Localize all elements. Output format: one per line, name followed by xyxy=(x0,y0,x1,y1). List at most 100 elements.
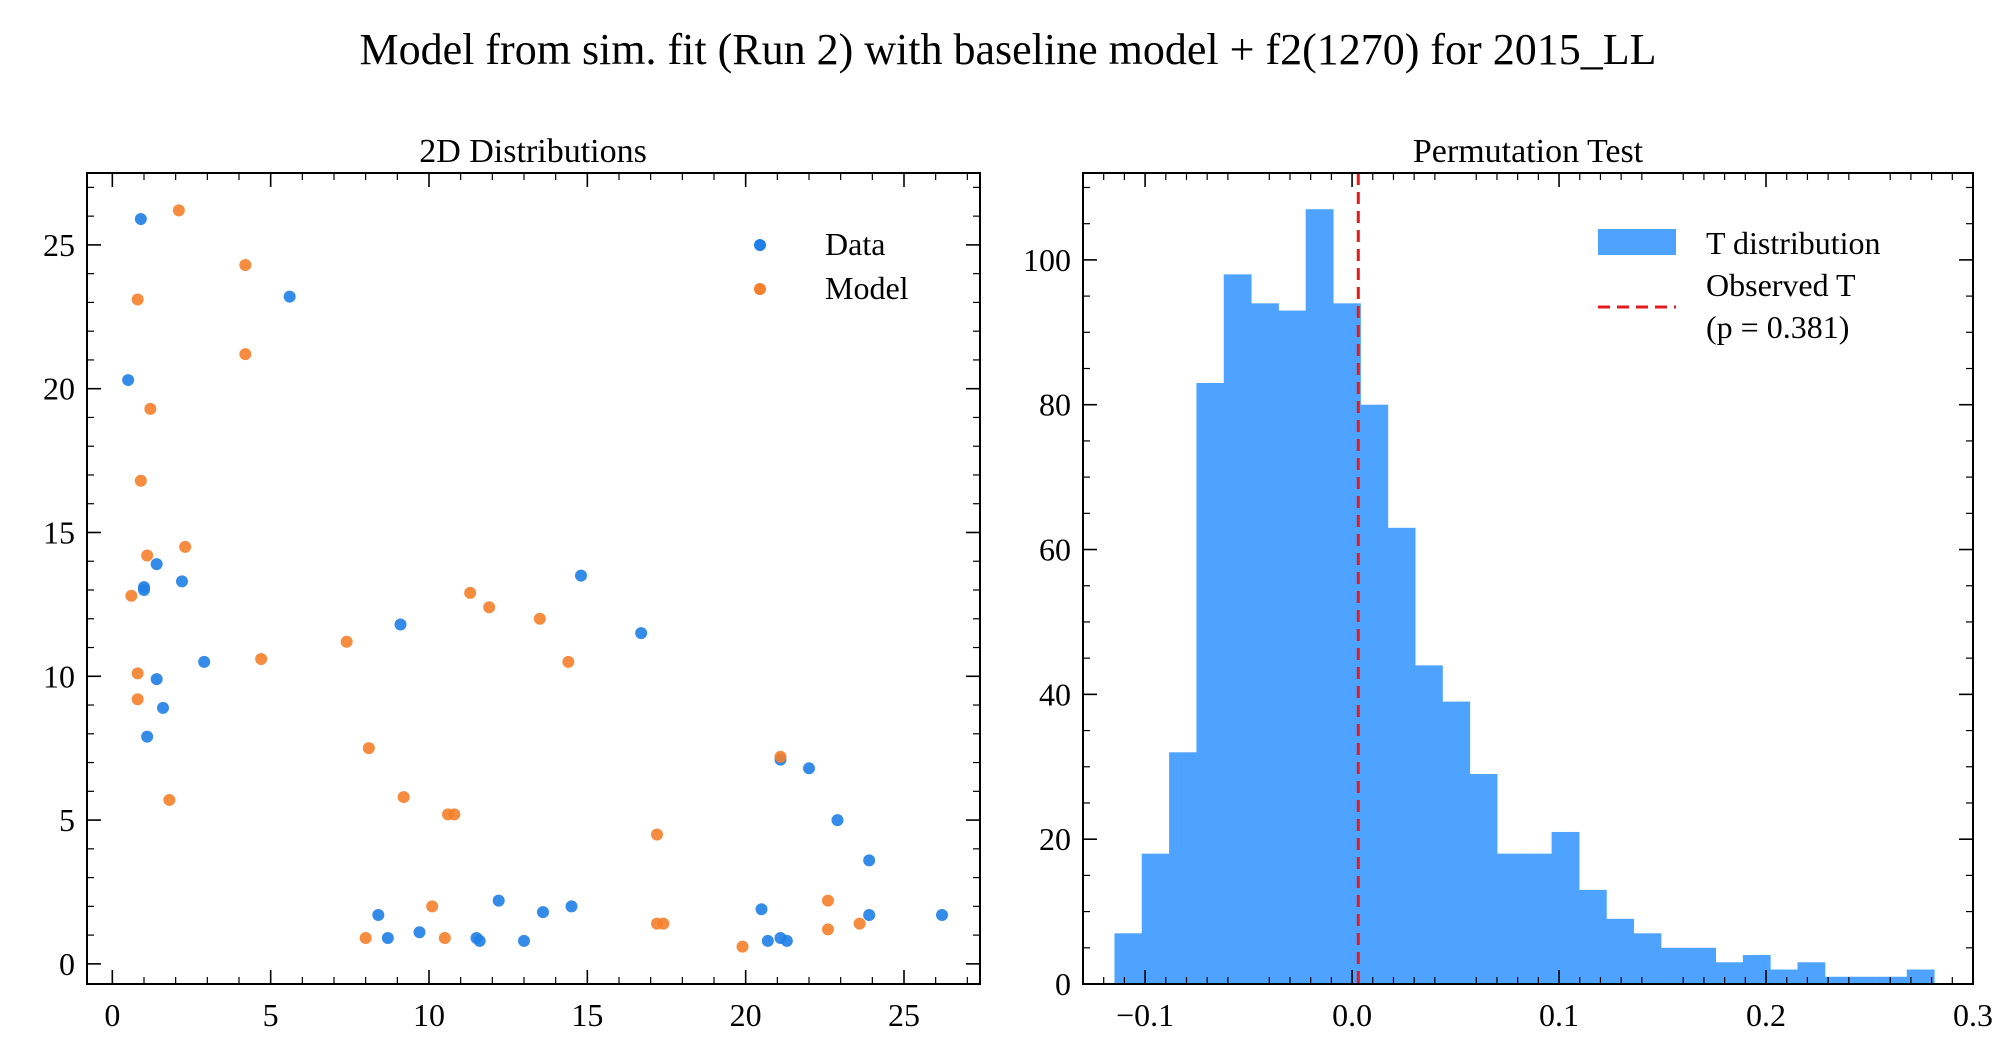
data-point-13 xyxy=(635,627,648,640)
model-point-14 xyxy=(362,742,375,755)
model-point-19 xyxy=(483,601,496,614)
histogram-legend: T distribution Observed T (p = 0.381) xyxy=(1598,225,1881,345)
legend-marker-data xyxy=(754,239,766,251)
legend-label-model: Model xyxy=(825,270,909,306)
data-point-5 xyxy=(138,584,150,597)
model-point-2 xyxy=(131,293,144,306)
model-point-20 xyxy=(533,612,546,625)
data-point-10 xyxy=(141,730,154,743)
x-tick-label: 20 xyxy=(730,997,762,1033)
data-point-15 xyxy=(803,762,815,775)
data-point-18 xyxy=(863,908,876,921)
histogram-bar-15 xyxy=(1524,853,1553,984)
data-point-8 xyxy=(150,673,163,686)
histogram-bar-29 xyxy=(1906,969,1935,984)
histogram-bar-6 xyxy=(1278,310,1307,985)
y-tick-label: 80 xyxy=(1039,387,1071,423)
model-point-18 xyxy=(464,586,477,599)
histogram-bar-7 xyxy=(1305,209,1334,985)
scatter-panel: 2D Distributions 0 5 10 15 20 25 0 5 10 15 20 25 Da… xyxy=(43,133,981,1033)
data-point-16 xyxy=(831,814,844,827)
model-point-28 xyxy=(853,917,866,930)
data-point-12 xyxy=(575,569,587,582)
model-point-5 xyxy=(134,474,147,487)
histogram-bar-21 xyxy=(1688,947,1717,984)
legend-label-t-distribution: T distribution xyxy=(1706,225,1881,261)
data-point-17 xyxy=(863,854,876,867)
data-point-25 xyxy=(381,931,394,944)
data-point-21 xyxy=(761,934,774,947)
data-point-23 xyxy=(780,934,793,947)
y-tick-label: 20 xyxy=(1039,821,1071,857)
scatter-axes-frame xyxy=(86,172,981,985)
model-point-12 xyxy=(255,653,268,666)
legend-patch-t-distribution xyxy=(1598,229,1676,255)
model-point-0 xyxy=(172,204,185,217)
data-point-26 xyxy=(413,926,426,939)
data-point-19 xyxy=(936,908,948,921)
scatter-title: 2D Distributions xyxy=(419,133,647,170)
histogram-bar-3 xyxy=(1196,382,1225,984)
data-point-29 xyxy=(492,894,505,907)
histogram-panel: Permutation Test −0.1 0.0 0.1 0.2 0.3 0 20 40 60… xyxy=(1023,133,1993,1033)
legend-label-data: Data xyxy=(825,226,885,262)
model-point-27 xyxy=(822,923,834,936)
data-point-3 xyxy=(150,558,163,571)
y-tick-label: 5 xyxy=(59,802,75,838)
histogram-bar-16 xyxy=(1551,831,1580,984)
histogram-bar-18 xyxy=(1606,918,1635,984)
histogram-bar-8 xyxy=(1333,303,1361,984)
scatter-points xyxy=(122,204,948,953)
histogram-bar-17 xyxy=(1578,889,1607,984)
histogram-bar-2 xyxy=(1169,752,1197,984)
histogram-bar-14 xyxy=(1496,853,1525,984)
x-tick-label: 10 xyxy=(413,997,445,1033)
scatter-axis-ticks: 0 5 10 15 20 25 0 5 10 15 20 25 xyxy=(43,173,980,1033)
histogram-bar-5 xyxy=(1251,303,1279,984)
model-point-30 xyxy=(359,931,372,944)
histogram-bar-10 xyxy=(1387,527,1416,984)
model-point-15 xyxy=(397,791,410,804)
histogram-bars xyxy=(1114,209,1935,985)
model-point-31 xyxy=(426,900,439,913)
histogram-bar-26 xyxy=(1824,976,1853,984)
histogram-bar-1 xyxy=(1141,853,1170,984)
data-point-0 xyxy=(134,213,147,226)
x-tick-label: 25 xyxy=(888,997,920,1033)
histogram-bar-11 xyxy=(1414,665,1443,984)
model-point-22 xyxy=(651,828,663,841)
model-point-17 xyxy=(448,808,461,821)
x-tick-label: 5 xyxy=(263,997,279,1033)
histogram-bar-19 xyxy=(1633,933,1662,984)
data-point-9 xyxy=(157,701,169,714)
data-point-1 xyxy=(283,290,296,303)
y-tick-label: 20 xyxy=(43,371,75,407)
legend-marker-model xyxy=(754,283,766,295)
model-point-10 xyxy=(131,693,144,706)
model-point-24 xyxy=(657,917,670,930)
histogram-bar-25 xyxy=(1797,962,1826,984)
y-tick-label: 100 xyxy=(1023,242,1071,278)
model-point-4 xyxy=(144,402,157,415)
x-tick-label: 0.0 xyxy=(1332,997,1372,1033)
y-tick-label: 40 xyxy=(1039,676,1071,712)
data-point-2 xyxy=(122,374,135,387)
model-point-3 xyxy=(239,348,252,361)
model-point-21 xyxy=(562,655,575,668)
model-point-6 xyxy=(179,540,192,553)
model-point-7 xyxy=(141,549,154,562)
scatter-legend: Data Model xyxy=(754,226,909,306)
histogram-bar-24 xyxy=(1770,969,1798,984)
model-point-26 xyxy=(822,894,834,907)
data-point-6 xyxy=(176,575,188,588)
model-point-11 xyxy=(163,793,176,806)
data-point-11 xyxy=(394,618,407,631)
histogram-bar-28 xyxy=(1879,976,1908,984)
y-tick-label: 10 xyxy=(43,658,75,694)
model-point-29 xyxy=(736,940,749,953)
data-point-24 xyxy=(372,908,385,921)
model-point-32 xyxy=(438,931,451,944)
histogram-bar-27 xyxy=(1852,976,1880,984)
x-tick-label: 0.2 xyxy=(1746,997,1786,1033)
